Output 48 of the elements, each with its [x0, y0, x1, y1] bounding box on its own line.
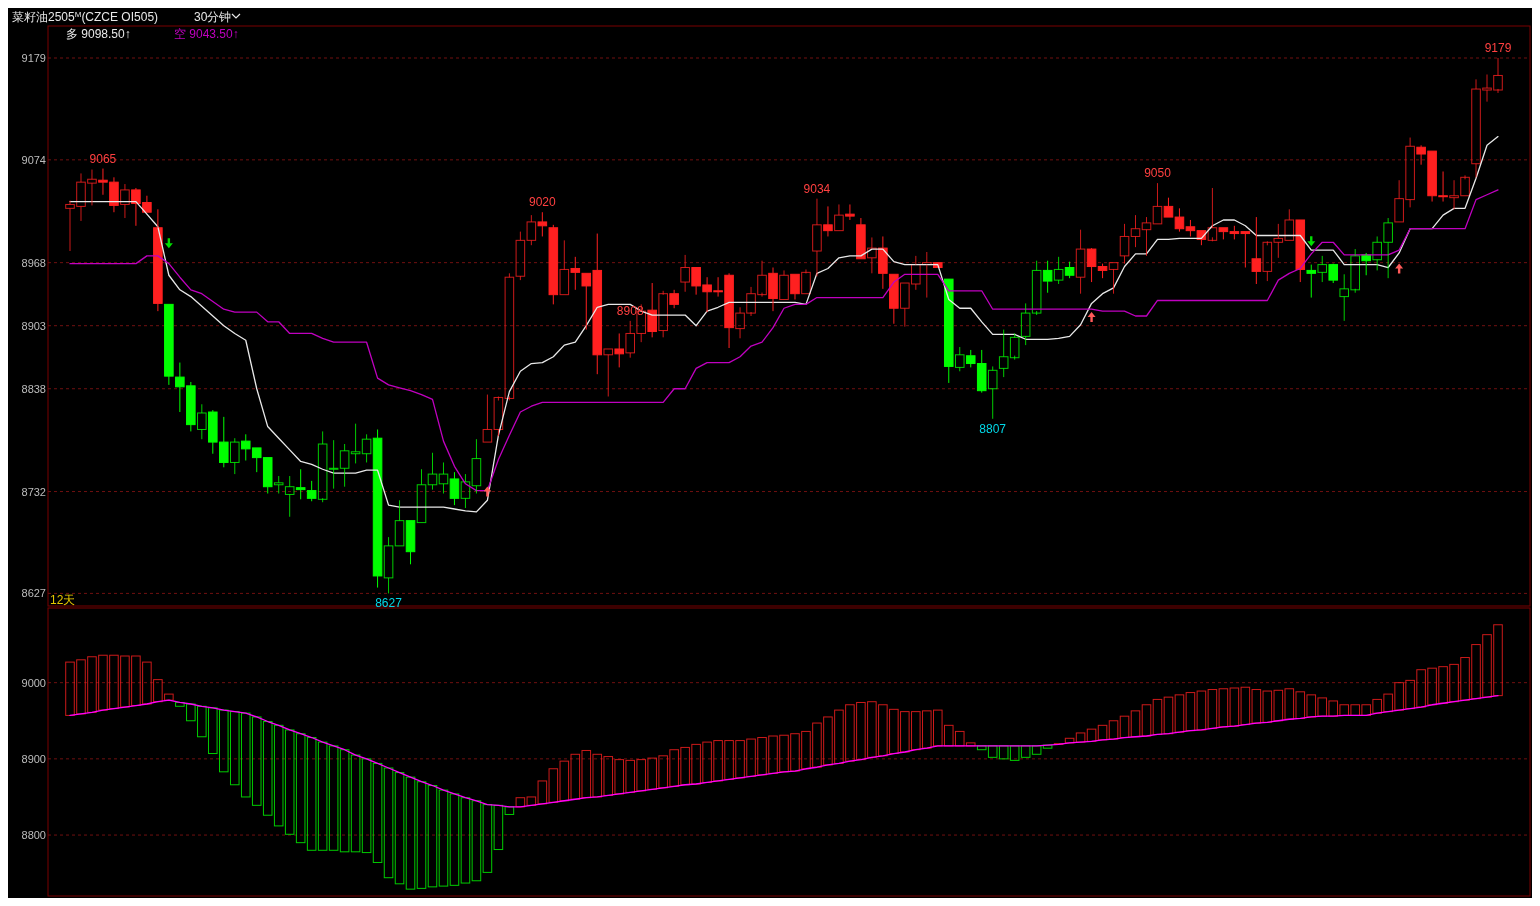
annotation: 8908	[616, 303, 644, 318]
y-tick-label: 9179	[21, 52, 46, 65]
line-series	[69, 694, 1499, 808]
bar	[1152, 698, 1163, 735]
chart-subtitle: 30分钟	[194, 10, 232, 24]
annotation: 9179	[1484, 41, 1512, 56]
bar	[416, 781, 427, 889]
annotation: 9065	[89, 151, 117, 166]
candlestick	[394, 499, 405, 547]
y-tick-label: 8627	[21, 587, 46, 600]
bar	[1108, 720, 1119, 740]
candlestick	[449, 471, 460, 506]
candlestick	[1130, 214, 1141, 248]
annotation: 9020	[528, 195, 557, 210]
candlestick	[427, 452, 438, 491]
candlestick	[438, 461, 449, 494]
bar	[1130, 710, 1141, 738]
candlestick	[1141, 216, 1152, 257]
annotation: 8627	[375, 596, 403, 611]
bar	[1141, 704, 1152, 737]
annotation: 9034	[803, 181, 831, 196]
annotation: 空 9043.50↑	[174, 27, 239, 41]
bar	[405, 776, 416, 890]
candlestick	[153, 208, 163, 312]
annotation: 9050	[1144, 166, 1172, 181]
candlestick	[416, 468, 427, 524]
y-tick-label: 8838	[21, 382, 46, 395]
bar	[1163, 696, 1174, 735]
candlestick	[1119, 223, 1130, 265]
bar	[449, 793, 460, 886]
y-tick-label: 8968	[21, 256, 46, 269]
candlestick	[1152, 182, 1163, 225]
y-tick-label: 8800	[21, 829, 46, 842]
bar	[438, 789, 449, 887]
bar	[394, 772, 405, 885]
y-tick-label: 9074	[21, 153, 46, 166]
y-tick-label: 9000	[21, 676, 46, 689]
chart-title: 菜籽油2505$^{M}$(CZCE OI505)	[12, 9, 159, 24]
annotation: 8807	[979, 421, 1007, 436]
candlestick	[405, 520, 416, 565]
y-tick-label: 8732	[21, 485, 46, 498]
bar	[427, 785, 438, 888]
y-tick-label: 8903	[21, 319, 46, 332]
annotation: 12天	[50, 593, 76, 607]
annotation: 多 9098.50↑	[66, 27, 131, 41]
bar	[1119, 715, 1130, 739]
y-tick-label: 8900	[21, 752, 46, 765]
candlestick	[1108, 262, 1119, 295]
